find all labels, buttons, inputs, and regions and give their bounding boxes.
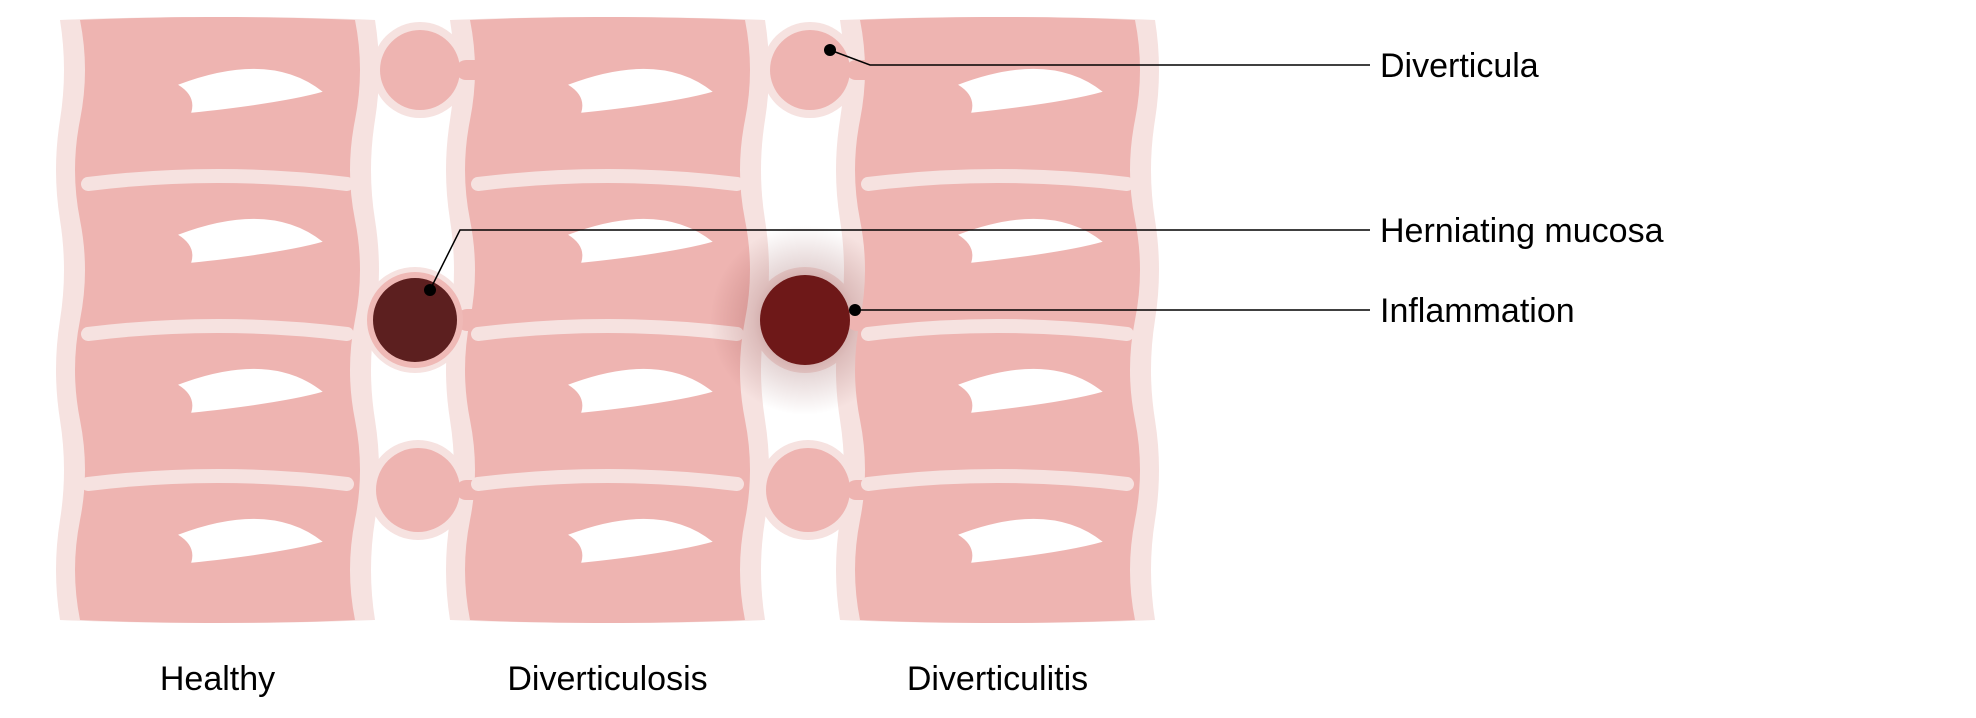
label-diverticula: Diverticula (1380, 47, 1539, 85)
colon-diverticulosis: Diverticulosis (362, 17, 769, 698)
diverticulum (766, 448, 850, 532)
leader-dot-diverticula (824, 44, 836, 56)
colon-healthy: Healthy (56, 17, 379, 698)
diverticulum (380, 30, 460, 110)
leader-dot-herniating_mucosa (424, 284, 436, 296)
diverticulum (770, 30, 850, 110)
caption-diverticulitis: Diverticulitis (907, 660, 1088, 698)
herniating-mucosa (370, 275, 460, 365)
leader-dot-inflammation (849, 304, 861, 316)
inflamed-diverticulum (760, 275, 850, 365)
diverticulum (376, 448, 460, 532)
caption-diverticulosis: Diverticulosis (507, 660, 707, 698)
colon-diverticulitis: Diverticulitis (710, 17, 1159, 698)
medical-infographic: Healthy Diverticulosis Diverticulitis Diver… (0, 0, 1976, 718)
label-inflammation: Inflammation (1380, 292, 1575, 330)
label-herniating_mucosa: Herniating mucosa (1380, 212, 1664, 250)
caption-healthy: Healthy (160, 660, 275, 698)
